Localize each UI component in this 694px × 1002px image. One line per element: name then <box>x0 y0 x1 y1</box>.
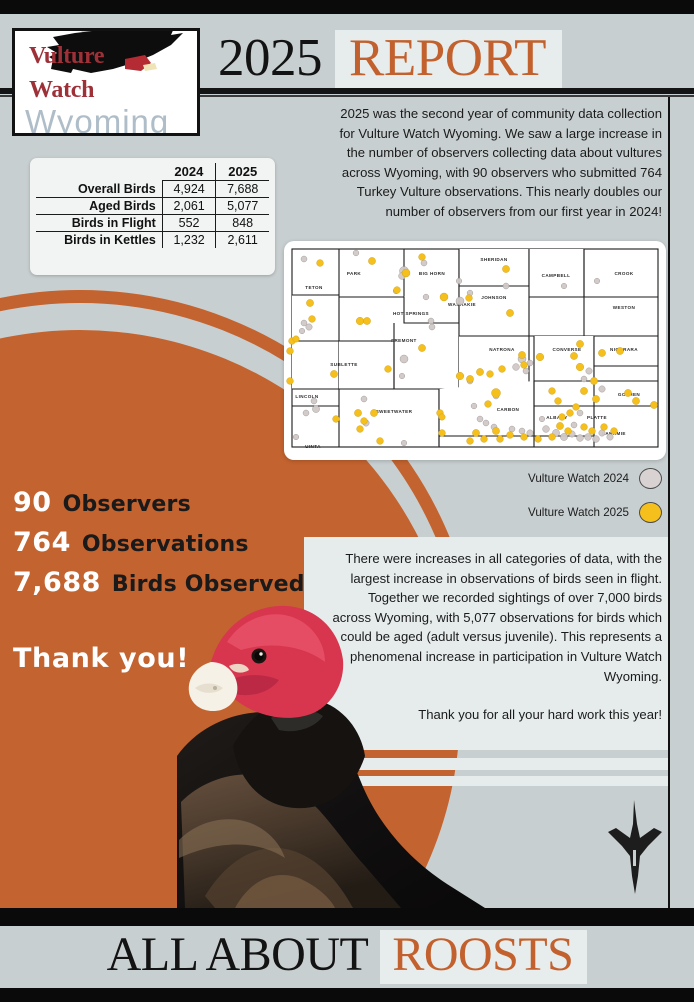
svg-text:NIOBRARA: NIOBRARA <box>610 347 638 352</box>
bottom-black-bar <box>0 988 694 1002</box>
svg-text:ALBANY: ALBANY <box>546 415 568 420</box>
panel-band-1 <box>304 758 668 770</box>
callout-label: Observations <box>81 532 249 557</box>
cell-2025: 7,688 <box>215 180 269 198</box>
svg-text:PLATTE: PLATTE <box>587 415 607 420</box>
top-black-bar <box>0 0 694 14</box>
body-paragraph: There were increases in all categories o… <box>332 551 662 684</box>
flying-vulture-icon <box>47 31 183 73</box>
row-label: Aged Birds <box>36 197 163 215</box>
turkey-vulture-photo <box>177 605 485 908</box>
table-row: Aged Birds 2,061 5,077 <box>36 197 269 215</box>
table-row: Birds in Flight 552 848 <box>36 214 269 232</box>
svg-text:NATRONA: NATRONA <box>489 347 515 352</box>
wyoming-county-map: PARK BIG HORN SHERIDAN CAMPBELL CROOK TE… <box>286 248 659 449</box>
svg-text:UINTA: UINTA <box>305 444 321 449</box>
footer-title-part-b: ROOSTS <box>380 930 588 984</box>
callout-observations: 764 Observations <box>13 527 305 558</box>
stats-table-card: 2024 2025 Overall Birds 4,924 7,688 Aged… <box>30 158 275 275</box>
callout-birds-observed: 7,688 Birds Observed <box>13 567 305 598</box>
right-divider-line <box>668 96 670 908</box>
logo-line-1: Vulture <box>29 43 105 69</box>
svg-text:CROOK: CROOK <box>614 271 633 276</box>
svg-text:PARK: PARK <box>347 271 362 276</box>
svg-text:SHERIDAN: SHERIDAN <box>480 257 507 262</box>
svg-text:SUBLETTE: SUBLETTE <box>330 362 357 367</box>
callout-number: 7,688 <box>13 567 101 598</box>
map-legend: Vulture Watch 2024 Vulture Watch 2025 <box>440 468 662 536</box>
cell-2024: 1,232 <box>173 233 205 247</box>
row-label: Birds in Flight <box>36 214 163 232</box>
svg-text:HOT SPRINGS: HOT SPRINGS <box>393 311 429 316</box>
footer-title-part-a: ALL ABOUT <box>106 928 369 981</box>
cell-2024: 552 <box>162 214 216 232</box>
callout-number: 90 <box>13 487 52 518</box>
svg-text:SWEETWATER: SWEETWATER <box>376 409 413 414</box>
panel-band-2 <box>304 776 668 786</box>
callout-label: Birds Observed <box>111 572 305 597</box>
thank-you-heading: Thank you! <box>13 643 190 674</box>
vulture-track-icon <box>608 800 662 894</box>
page-title: 2025 REPORT <box>218 29 563 91</box>
header-rule <box>0 88 694 94</box>
lower-light-panel <box>304 537 668 750</box>
cell-2025: 848 <box>215 214 269 232</box>
intro-paragraph: 2025 was the second year of community da… <box>339 106 662 219</box>
footer-band: ALL ABOUT ROOSTS <box>0 926 694 988</box>
footer-black-bar <box>0 908 694 926</box>
cell-2025: 2,611 <box>215 231 269 248</box>
header-rule-thin <box>0 95 694 97</box>
svg-text:CARBON: CARBON <box>497 407 520 412</box>
observation-dots-2025 <box>286 253 658 445</box>
legend-label-2024: Vulture Watch 2024 <box>528 472 629 485</box>
legend-item-2025: Vulture Watch 2025 <box>440 502 662 523</box>
legend-label-2025: Vulture Watch 2025 <box>528 506 629 519</box>
title-word: REPORT <box>335 30 563 91</box>
table-header-blank <box>36 163 162 181</box>
svg-text:JOHNSON: JOHNSON <box>481 295 507 300</box>
table-row: Birds in Kettles 1,232 2,611 <box>36 231 269 248</box>
observation-map[interactable]: PARK BIG HORN SHERIDAN CAMPBELL CROOK TE… <box>284 241 666 460</box>
cell-2025: 5,077 <box>215 197 269 215</box>
stat-callouts: 90 Observers 764 Observations 7,688 Bird… <box>13 487 305 607</box>
logo-line-2: Watch <box>29 77 95 103</box>
callout-observers: 90 Observers <box>13 487 305 518</box>
callout-number: 764 <box>13 527 71 558</box>
cell-2024: 4,924 <box>162 180 216 198</box>
footer-title: ALL ABOUT ROOSTS <box>107 930 588 984</box>
legend-item-2024: Vulture Watch 2024 <box>440 468 662 489</box>
stats-table: 2024 2025 Overall Birds 4,924 7,688 Aged… <box>36 163 269 248</box>
svg-text:TETON: TETON <box>305 285 323 290</box>
svg-text:BIG HORN: BIG HORN <box>419 271 445 276</box>
cell-2024: 2,061 <box>162 197 216 215</box>
svg-text:CAMPBELL: CAMPBELL <box>542 273 571 278</box>
legend-dot-2025-icon <box>639 502 662 523</box>
legend-dot-2024-icon <box>639 468 662 489</box>
row-label: Overall Birds <box>36 180 163 198</box>
body-thanks: Thank you for all your hard work this ye… <box>418 707 662 723</box>
title-year: 2025 <box>218 29 323 87</box>
logo-line-3: Wyoming <box>25 103 170 136</box>
body-text-block: There were increases in all categories o… <box>330 549 662 725</box>
svg-text:FREMONT: FREMONT <box>391 338 417 343</box>
table-header-2025: 2025 <box>215 163 269 181</box>
svg-text:WESTON: WESTON <box>613 305 636 310</box>
callout-label: Observers <box>62 492 191 517</box>
table-header-row: 2024 2025 <box>36 163 269 181</box>
logo-box[interactable]: Vulture Watch Wyoming <box>12 28 200 136</box>
svg-text:LINCOLN: LINCOLN <box>295 394 318 399</box>
svg-text:CONVERSE: CONVERSE <box>553 347 582 352</box>
row-label: Birds in Kettles <box>36 231 163 248</box>
table-header-2024: 2024 <box>162 163 216 181</box>
table-row: Overall Birds 4,924 7,688 <box>36 180 269 198</box>
